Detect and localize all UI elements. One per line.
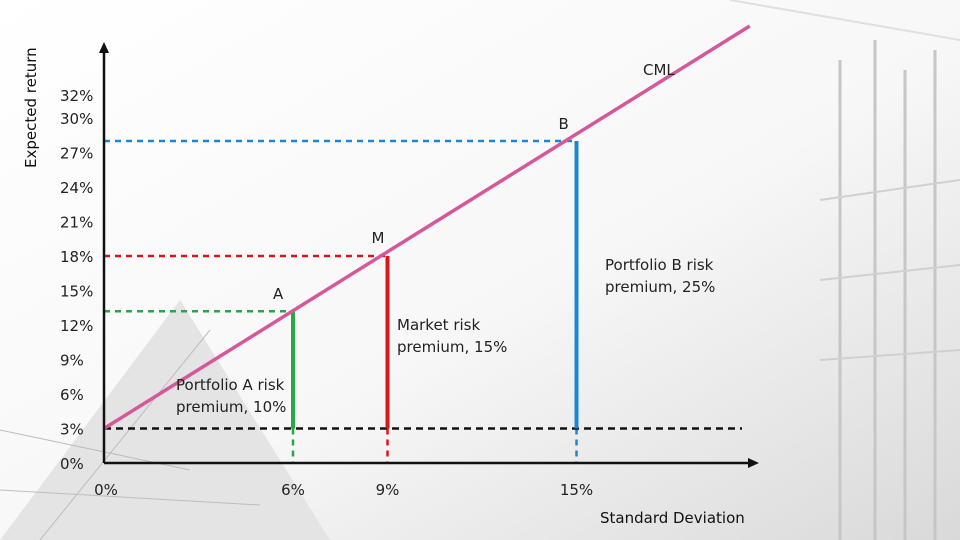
annotations: Portfolio A risk premium, 10% Market risk p…: [176, 256, 715, 416]
portfolio-b-risk-premium-annotation: Portfolio B risk premium, 25%: [605, 256, 715, 296]
y-tick-label: 30%: [60, 110, 93, 128]
x-axis-label: Standard Deviation: [600, 509, 745, 527]
y-tick-label: 3%: [60, 421, 84, 439]
x-tick-labels: 0% 6% 9% 15%: [94, 481, 593, 499]
point-label-m: M: [372, 229, 385, 247]
axes: [99, 42, 759, 468]
y-tick-labels: 0% 3% 6% 9% 12% 15% 18% 21% 24% 27% 30% 32%: [60, 87, 93, 473]
axis-labels: Expected return Standard Deviation: [22, 47, 745, 527]
point-label-a: A: [273, 285, 284, 303]
cml-line: [103, 24, 751, 430]
y-axis-label: Expected return: [22, 47, 40, 168]
y-tick-label: 12%: [60, 317, 93, 335]
x-tick-label: 9%: [376, 481, 400, 499]
x-tick-label: 15%: [560, 481, 593, 499]
risk-premium-bars: [291, 141, 579, 429]
x-axis-arrow: [748, 458, 759, 468]
cml-label: CML: [643, 61, 675, 79]
cml-series: CML: [103, 24, 751, 430]
point-labels: A M B: [273, 115, 569, 303]
y-tick-label: 6%: [60, 386, 84, 404]
guide-lines: [104, 139, 578, 463]
y-tick-label: 27%: [60, 145, 93, 163]
y-tick-label: 21%: [60, 214, 93, 232]
x-tick-label: 0%: [94, 481, 118, 499]
market-risk-premium-annotation: Market risk premium, 15%: [397, 316, 507, 356]
y-tick-label: 32%: [60, 87, 93, 105]
y-tick-label: 18%: [60, 248, 93, 266]
y-axis-arrow: [99, 42, 109, 53]
y-tick-label: 15%: [60, 283, 93, 301]
x-tick-label: 6%: [281, 481, 305, 499]
y-tick-label: 0%: [60, 455, 84, 473]
point-label-b: B: [559, 115, 569, 133]
y-tick-label: 9%: [60, 352, 84, 370]
portfolio-a-risk-premium-annotation: Portfolio A risk premium, 10%: [176, 376, 286, 416]
y-tick-label: 24%: [60, 179, 93, 197]
